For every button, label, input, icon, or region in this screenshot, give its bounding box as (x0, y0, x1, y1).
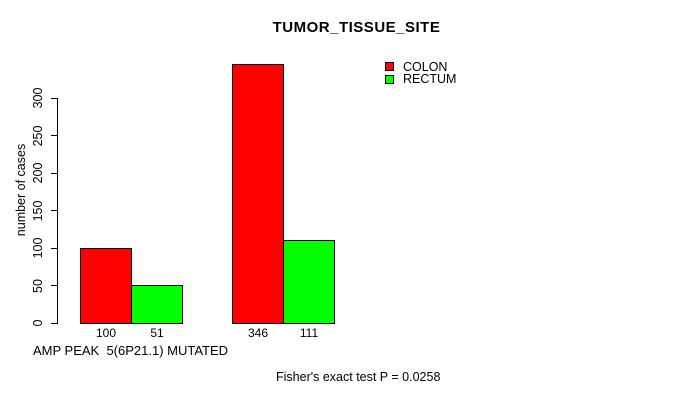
bar-value-label: 100 (95, 326, 117, 340)
legend-row-colon: COLON (385, 59, 456, 74)
bar-value-label: 51 (150, 326, 164, 340)
y-tick-mark (51, 172, 58, 174)
bar-value-label: 111 (299, 326, 319, 340)
y-axis-title: number of cases (14, 143, 28, 237)
legend-label: RECTUM (403, 72, 457, 87)
bar-colon-group-1 (80, 248, 132, 324)
y-tick-label: 100 (31, 237, 45, 259)
bar-rectum-group-1 (131, 284, 183, 324)
y-axis-line (57, 98, 58, 324)
y-tick-label: 0 (31, 319, 45, 327)
legend-swatch-rectum (385, 74, 394, 84)
y-tick-label: 200 (31, 162, 45, 184)
legend-row-rectum: RECTUM (385, 72, 457, 87)
legend-swatch-colon (385, 62, 394, 72)
y-tick-label: 150 (31, 200, 45, 221)
y-tick-mark (51, 247, 58, 249)
fisher-test-annotation: Fisher's exact test P = 0.0258 (276, 370, 441, 384)
y-tick-label: 250 (31, 125, 45, 146)
bar-rectum-group-2 (283, 239, 335, 324)
y-tick-mark (51, 322, 58, 324)
y-tick-mark (51, 285, 58, 286)
y-tick-mark (51, 210, 58, 211)
x-axis-title: AMP PEAK 5(6P21.1) MUTATED (33, 343, 229, 358)
legend-label: COLON (403, 59, 448, 74)
bar-value-label: 346 (247, 326, 269, 340)
chart-title: TUMOR_TISSUE_SITE (272, 19, 441, 36)
y-tick-label: 50 (31, 278, 45, 293)
bar-colon-group-2 (232, 63, 284, 324)
y-tick-mark (51, 97, 58, 99)
y-tick-mark (51, 135, 58, 136)
y-tick-label: 300 (31, 87, 45, 109)
legend: COLON RECTUM (385, 59, 457, 87)
